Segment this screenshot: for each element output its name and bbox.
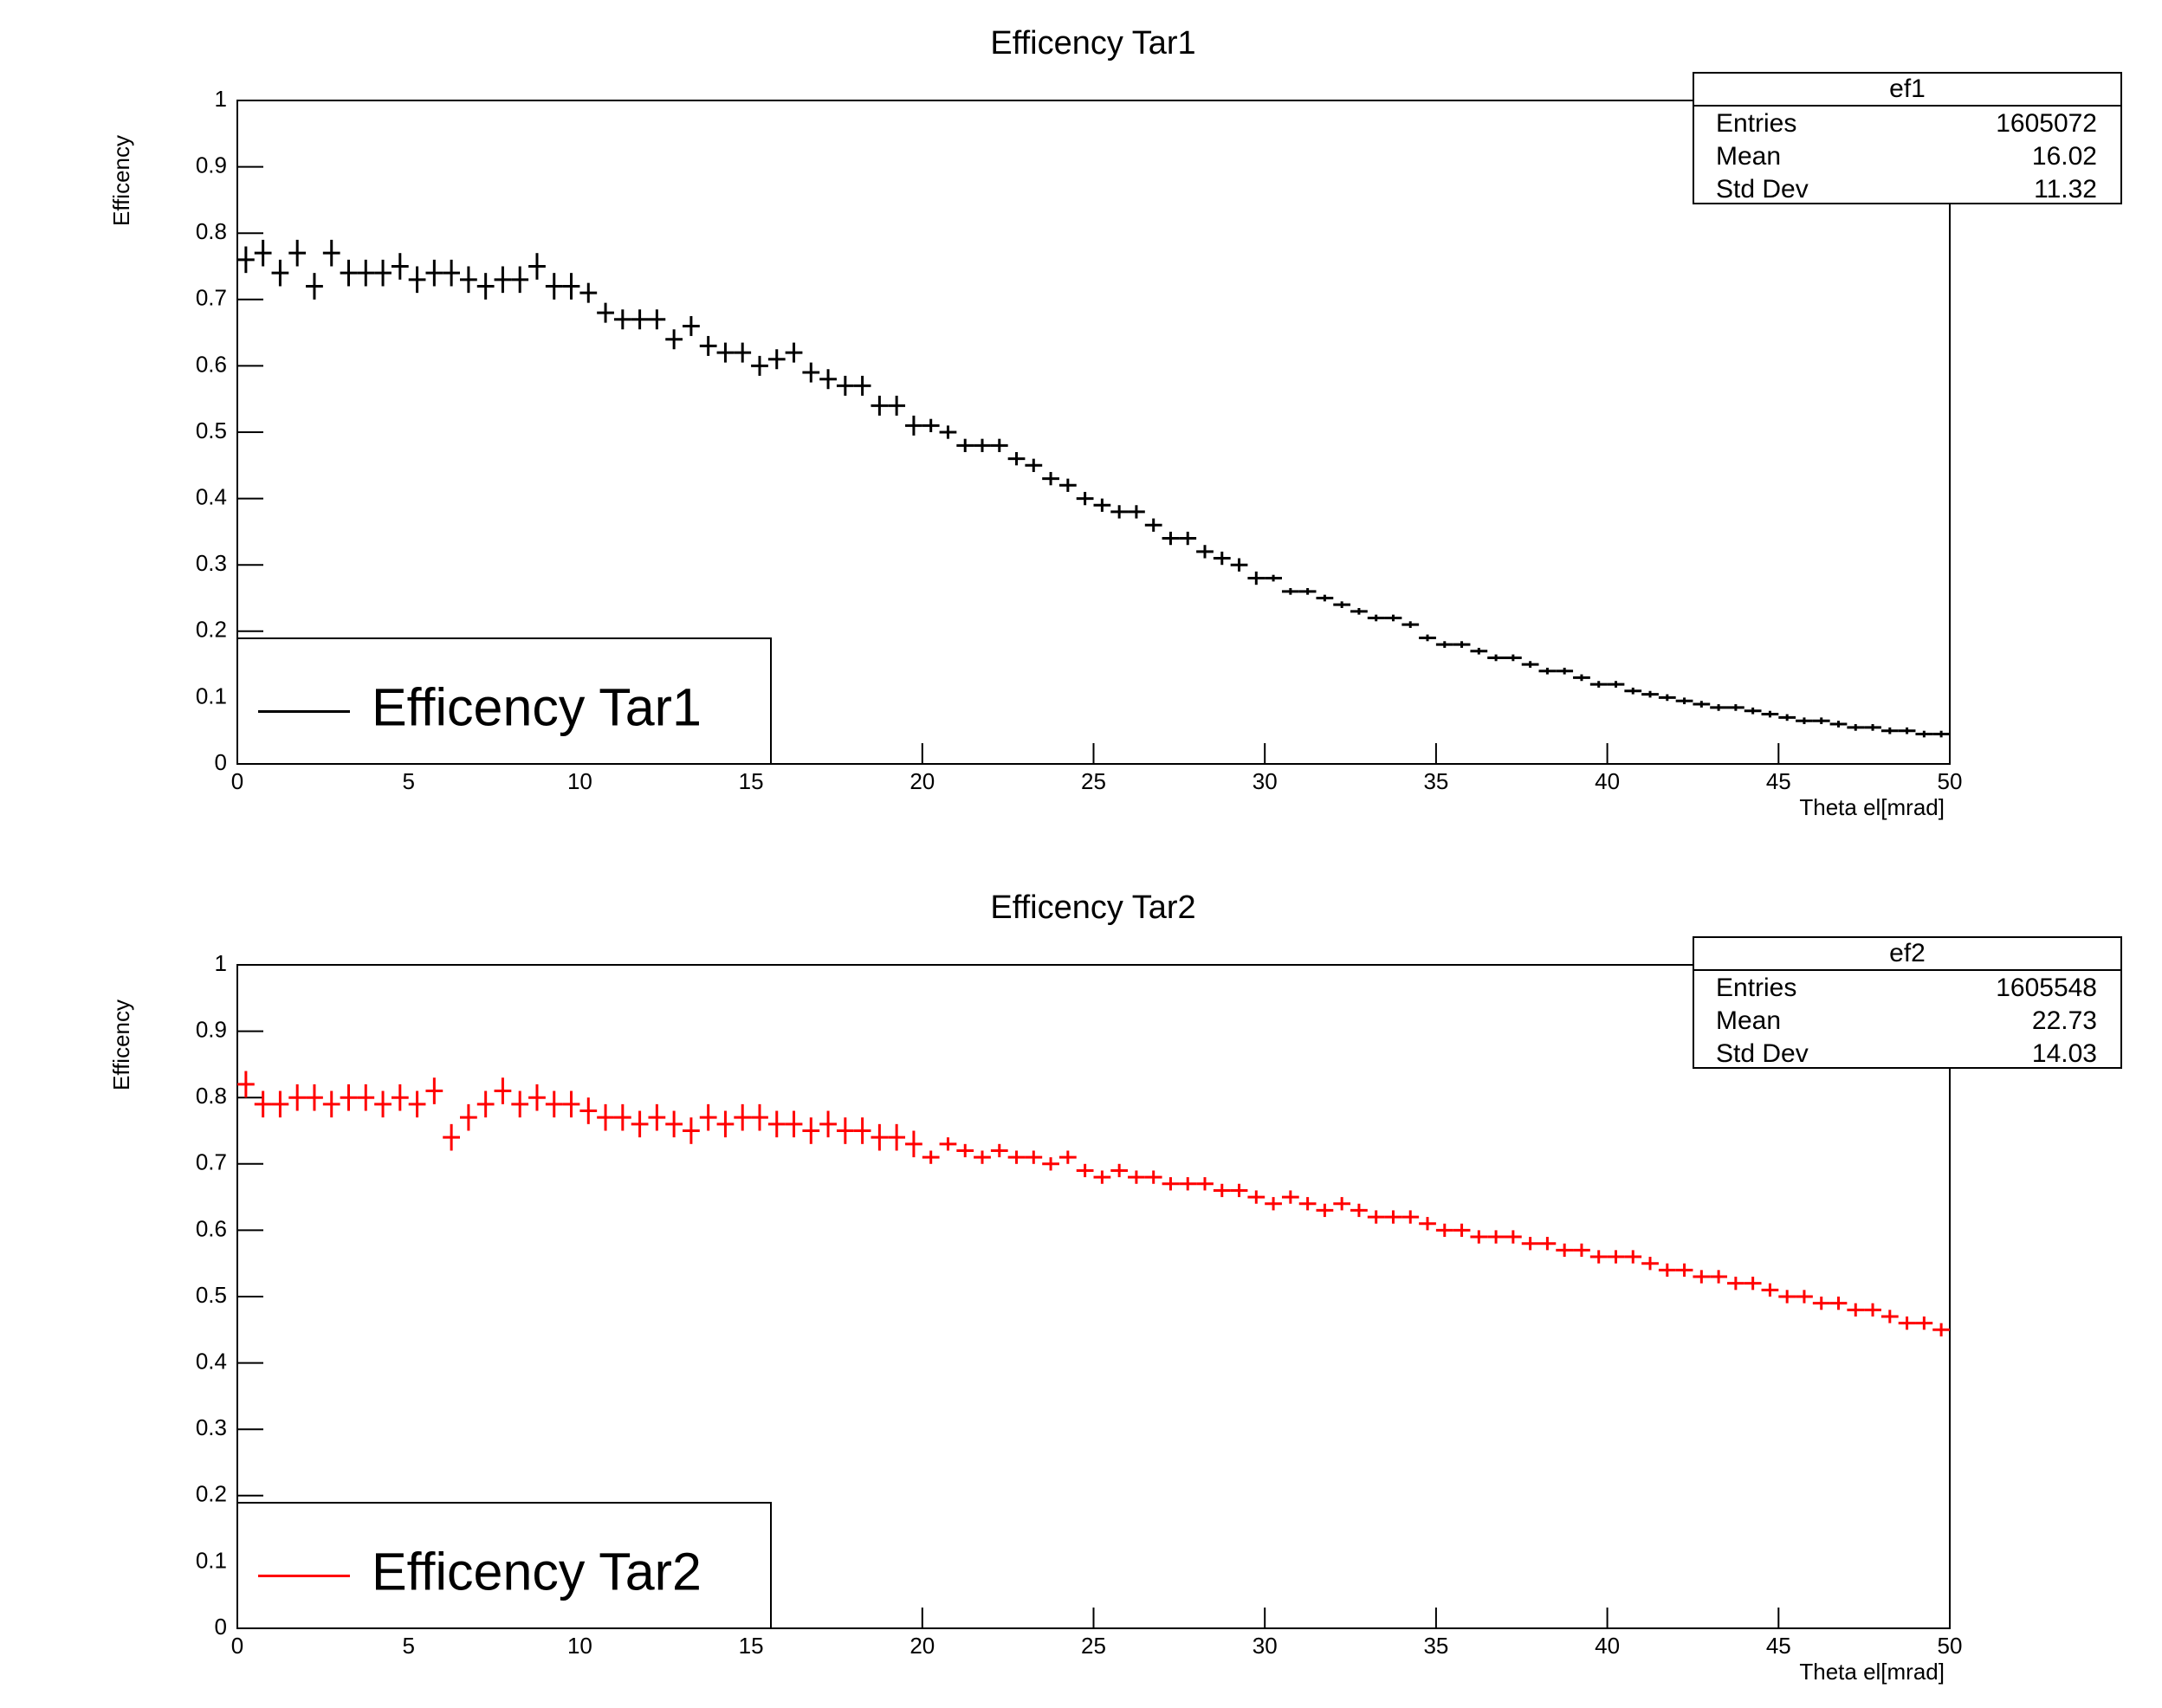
y-tick-label: 0.4 (196, 483, 227, 509)
x-tick-label: 10 (567, 1633, 592, 1659)
y-tick-label: 0.2 (196, 617, 227, 643)
x-axis-label: Theta el[mrad] (1799, 794, 1945, 820)
x-axis-label: Theta el[mrad] (1799, 1659, 1945, 1685)
legend-label: Efficency Tar1 (372, 678, 702, 737)
y-tick-label: 0.1 (196, 683, 227, 708)
y-tick-label: 1 (215, 86, 227, 112)
stats-name: ef2 (1889, 939, 1926, 967)
stats-value: 22.73 (2032, 1006, 2097, 1035)
legend-label: Efficency Tar2 (372, 1543, 702, 1601)
y-tick-label: 0.3 (196, 550, 227, 576)
x-tick-label: 45 (1766, 768, 1791, 794)
y-axis-label: Efficency (108, 135, 134, 226)
x-tick-label: 30 (1253, 768, 1278, 794)
stats-box (1693, 936, 2122, 1069)
y-tick-label: 0.7 (196, 285, 227, 311)
y-axis-label: Efficency (108, 1000, 134, 1090)
stats-value: 1605072 (1996, 109, 2097, 138)
x-tick-label: 50 (1938, 1633, 1963, 1659)
y-tick-label: 0.7 (196, 1149, 227, 1175)
x-tick-label: 30 (1253, 1633, 1278, 1659)
y-tick-label: 0.8 (196, 218, 227, 244)
legend-box (236, 1502, 772, 1629)
x-tick-label: 15 (739, 768, 764, 794)
y-tick-label: 0 (215, 749, 227, 775)
stats-name: ef1 (1889, 74, 1926, 103)
y-tick-label: 0.2 (196, 1481, 227, 1507)
stats-value: 1605548 (1996, 974, 2097, 1002)
y-tick-label: 0.3 (196, 1414, 227, 1440)
y-tick-label: 0.9 (196, 152, 227, 178)
x-tick-label: 5 (402, 768, 414, 794)
stats-key: Mean (1716, 142, 1781, 171)
legend-box (236, 637, 772, 765)
stats-box (1693, 72, 2122, 204)
y-tick-label: 0.5 (196, 1282, 227, 1308)
stats-key: Mean (1716, 1006, 1781, 1035)
x-tick-label: 0 (231, 1633, 243, 1659)
x-tick-label: 20 (909, 768, 935, 794)
stats-value: 16.02 (2032, 142, 2097, 171)
x-tick-label: 35 (1423, 768, 1448, 794)
chart-title: Efficency Tar1 (990, 25, 1195, 61)
y-tick-label: 1 (215, 950, 227, 976)
y-tick-label: 0 (215, 1614, 227, 1640)
x-tick-label: 0 (231, 768, 243, 794)
x-tick-label: 40 (1595, 768, 1620, 794)
stats-value: 14.03 (2032, 1039, 2097, 1068)
x-tick-label: 45 (1766, 1633, 1791, 1659)
x-tick-label: 15 (739, 1633, 764, 1659)
x-tick-label: 25 (1081, 1633, 1106, 1659)
stats-key: Entries (1716, 109, 1796, 138)
stats-value: 11.32 (2034, 175, 2097, 204)
x-tick-label: 25 (1081, 768, 1106, 794)
x-tick-label: 35 (1423, 1633, 1448, 1659)
y-tick-label: 0.4 (196, 1348, 227, 1374)
x-tick-label: 5 (402, 1633, 414, 1659)
y-tick-label: 0.1 (196, 1547, 227, 1573)
stats-key: Entries (1716, 974, 1796, 1002)
stats-key: Std Dev (1716, 1039, 1809, 1068)
y-tick-label: 0.5 (196, 417, 227, 443)
x-tick-label: 50 (1938, 768, 1963, 794)
y-tick-label: 0.8 (196, 1083, 227, 1109)
y-tick-label: 0.6 (196, 351, 227, 377)
chart-title: Efficency Tar2 (990, 890, 1195, 926)
y-tick-label: 0.9 (196, 1016, 227, 1042)
x-tick-label: 20 (909, 1633, 935, 1659)
x-tick-label: 10 (567, 768, 592, 794)
stats-key: Std Dev (1716, 175, 1809, 204)
y-tick-label: 0.6 (196, 1215, 227, 1241)
x-tick-label: 40 (1595, 1633, 1620, 1659)
